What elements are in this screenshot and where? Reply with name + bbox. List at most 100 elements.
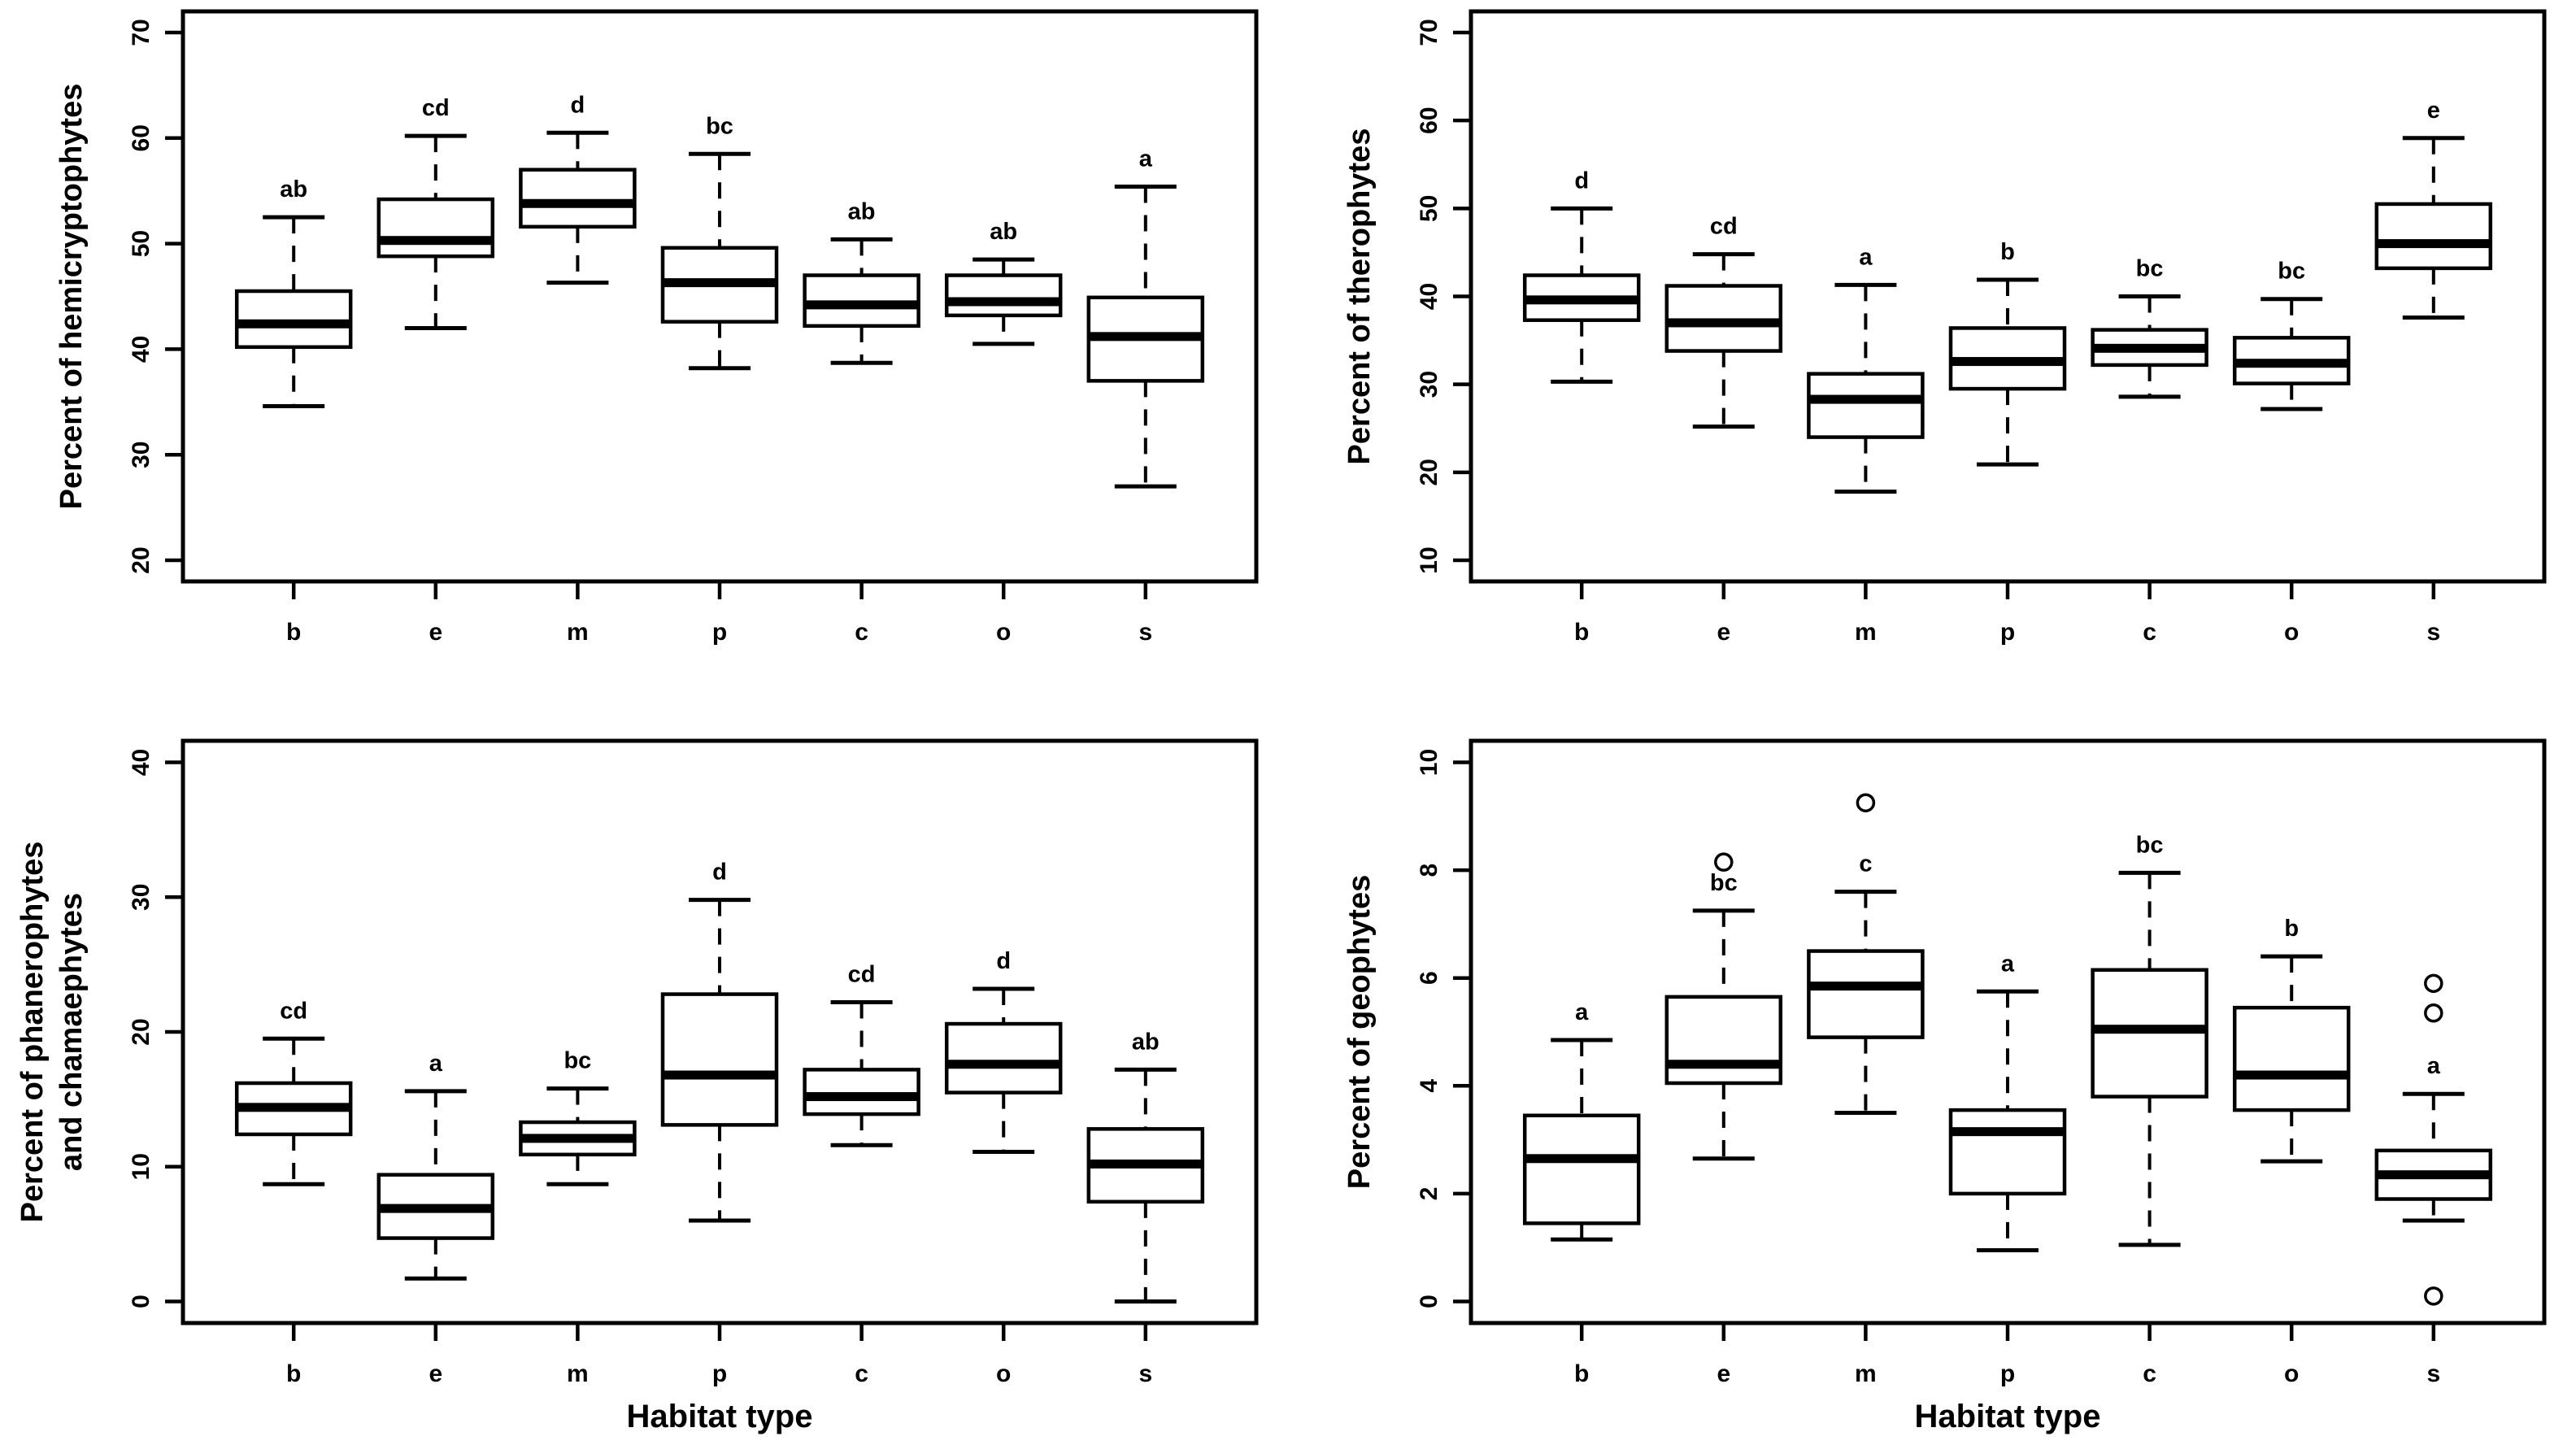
significance-letter: a [2001,951,2015,977]
boxplot-panel-phanerophytes-chamaephytes: 0 10 20 30 40 Percent of phanerophytes and cha… [15,738,1259,1434]
boxplot-o: b [2232,916,2351,1164]
boxplot-o: bc [2232,259,2351,411]
significance-letter: bc [2278,259,2305,285]
y-tick-label: 8 [1416,864,1442,877]
x-tick-label: e [429,619,442,646]
median-bar [378,236,493,246]
y-axis-title: Percent of geophytes [1342,875,1377,1189]
outlier-point [2424,1286,2443,1306]
median-bar [804,1092,919,1102]
median-bar [1666,1060,1781,1069]
x-tick-label: p [712,619,727,646]
significance-letter: ab [990,219,1017,245]
x-tick-label: m [1855,619,1877,646]
x-tick-label: b [286,1360,301,1387]
y-tick-label: 30 [128,884,154,911]
boxplot-e: cd [376,95,495,330]
panel-hemicryptophytes: 20 30 40 50 60 70 Percent of hemicryptophytes b… [0,0,1288,722]
median-bar [237,1103,351,1112]
x-tick-label: b [286,619,301,646]
boxplot-c: bc [2091,832,2208,1247]
significance-letter: a [2427,1053,2441,1079]
boxplot-c: cd [803,962,920,1147]
boxplot-b: d [1522,168,1641,384]
y-axis-title: Percent of therophytes [1342,128,1377,465]
y-tick-label: 30 [128,442,154,468]
y-tick-label: 20 [128,546,154,573]
iqr-box [944,273,1063,318]
median-bar [2376,239,2491,249]
significance-letter: bc [564,1048,591,1074]
y-tick-label: 20 [1416,459,1442,485]
iqr-box [376,197,495,259]
significance-letter: d [571,92,585,118]
median-bar [378,1203,493,1213]
iqr-box [803,1068,920,1116]
boxplot-s: ab [1086,1029,1205,1304]
y-tick-label: 6 [1416,971,1442,985]
significance-letter: d [1574,168,1589,194]
y-tick-label: 60 [1416,107,1442,133]
median-bar [804,300,919,310]
y-tick-label: 70 [1416,19,1442,46]
y-axis-title: and chamaephytes [54,893,89,1171]
median-bar [2234,1070,2349,1080]
y-tick-label: 50 [1416,195,1442,222]
y-tick-label: 40 [1416,283,1442,310]
significance-letter: cd [422,95,450,121]
x-tick-label: m [567,1360,589,1387]
boxplot-m: d [519,92,637,285]
significance-letter: c [1859,851,1872,877]
boxplot-s: a [2374,973,2493,1306]
significance-letter: bc [2136,832,2164,858]
boxplot-e: a [376,1051,495,1281]
boxplot-p: bc [660,113,779,371]
x-tick-label: c [2143,1360,2156,1387]
boxplot-p: b [1948,239,2067,467]
significance-letter: b [2284,916,2299,942]
median-bar [946,297,1061,307]
x-tick-label: o [2284,1360,2299,1387]
boxplot-b: ab [234,176,353,409]
significance-letter: ab [1132,1029,1160,1055]
panel-geophytes: 0 2 4 6 8 10 Percent of geophytes b e m p c o s Habita… [1288,722,2576,1445]
y-tick-label: 50 [128,230,154,257]
boxplot-s: e [2374,98,2493,320]
y-tick-label: 40 [128,749,154,776]
boxplot-p: a [1948,951,2067,1252]
boxplot-c: bc [2091,256,2208,399]
x-tick-label: c [2143,619,2156,646]
y-tick-label: 10 [128,1153,154,1180]
median-bar [1951,357,2065,367]
x-tick-label: c [855,1360,868,1387]
boxplot-e: bc [1664,852,1783,1161]
y-tick-label: 40 [128,336,154,363]
median-bar [2376,1170,2491,1180]
iqr-box [234,289,353,350]
significance-letter: d [996,948,1011,974]
boxplot-e: cd [1664,214,1783,429]
x-tick-label: c [855,619,868,646]
x-tick-label: m [1855,1360,1877,1387]
median-bar [2234,359,2349,368]
iqr-box [1664,995,1783,1086]
significance-letter: cd [1710,214,1738,240]
outlier-point [1856,793,1876,812]
significance-letter: bc [2136,256,2164,282]
median-bar [1808,981,1923,991]
iqr-box [660,992,779,1127]
iqr-box [1807,949,1925,1039]
x-tick-label: o [996,1360,1011,1387]
boxplot-o: ab [944,219,1063,346]
significance-letter: bc [706,113,733,139]
iqr-box [1948,1108,2067,1196]
y-tick-label: 2 [1416,1187,1442,1201]
median-bar [1525,295,1639,305]
y-axis-title: Percent of hemicryptophytes [54,84,89,510]
y-axis-title: Percent of phanerophytes [15,842,50,1223]
x-tick-label: b [1574,619,1589,646]
x-tick-label: m [567,619,589,646]
median-bar [663,278,777,288]
median-bar [1088,1159,1203,1169]
